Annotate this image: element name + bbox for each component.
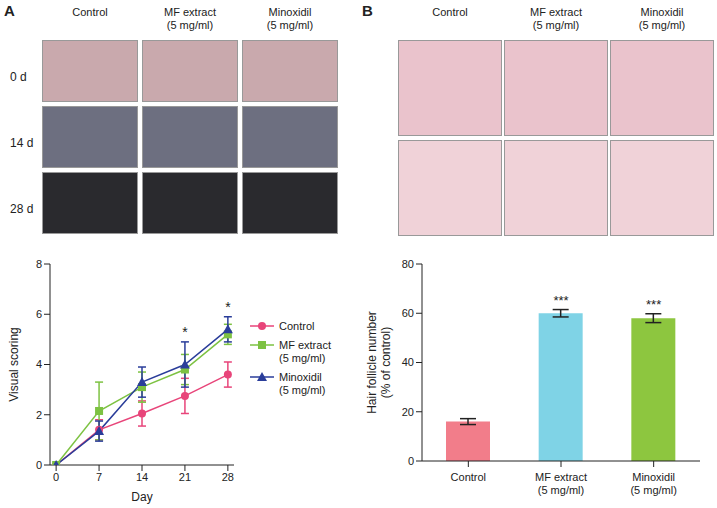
svg-text:21: 21 [179,471,191,483]
svg-text:8: 8 [36,258,42,270]
html-text:(5 mg/ml): (5 mg/ml) [532,19,580,31]
svg-text:0: 0 [408,455,414,467]
svg-text:4: 4 [36,358,42,370]
svg-text:14: 14 [136,471,148,483]
svg-text:7: 7 [96,471,102,483]
html-text:MF extract: MF extract [164,6,216,18]
html-text:Minoxidil: Minoxidil [640,6,684,18]
svg-text:MF extract(5 mg/ml): MF extract(5 mg/ml) [535,471,587,496]
svg-text:***: *** [646,297,661,312]
svg-text:0: 0 [53,471,59,483]
svg-text:28: 28 [222,471,234,483]
svg-text:*: * [182,324,188,340]
svg-text:80: 80 [402,258,414,270]
html-text:MF extract: MF extract [279,339,331,351]
html-text:(5 mg/ml): (5 mg/ml) [266,19,314,31]
svg-text:Control: Control [451,471,486,483]
svg-text:Hair follicle number(% of cont: Hair follicle number(% of control) [365,311,393,414]
html-text:(5 mg/ml): (5 mg/ml) [638,19,686,31]
html-text:28 d: 28 d [10,202,34,216]
html-text:Control: Control [432,6,468,18]
svg-text:2: 2 [36,409,42,421]
html-text:14 d: 14 d [10,136,34,150]
svg-text:0: 0 [36,459,42,471]
svg-text:Visual scoring: Visual scoring [7,327,21,401]
svg-text:Minoxidil(5 mg/ml): Minoxidil(5 mg/ml) [630,471,676,496]
svg-text:***: *** [553,293,568,308]
html-text:(5 mg/ml): (5 mg/ml) [279,384,326,396]
html-text:A: A [4,2,15,19]
svg-text:Day: Day [131,490,152,504]
html-text:Minoxidil: Minoxidil [279,371,322,383]
html-text:MF extract: MF extract [530,6,582,18]
html-text:(5 mg/ml): (5 mg/ml) [166,19,214,31]
html-text:Control: Control [279,320,315,332]
html-text:(5 mg/ml): (5 mg/ml) [279,352,326,364]
html-text:0 d: 0 d [10,70,27,84]
svg-text:*: * [225,299,231,315]
html-text:Control: Control [72,6,108,18]
svg-text:20: 20 [402,406,414,418]
html-text:B: B [362,2,373,19]
html-text:Minoxidil: Minoxidil [268,6,312,18]
svg-text:60: 60 [402,307,414,319]
svg-text:6: 6 [36,308,42,320]
svg-text:40: 40 [402,356,414,368]
